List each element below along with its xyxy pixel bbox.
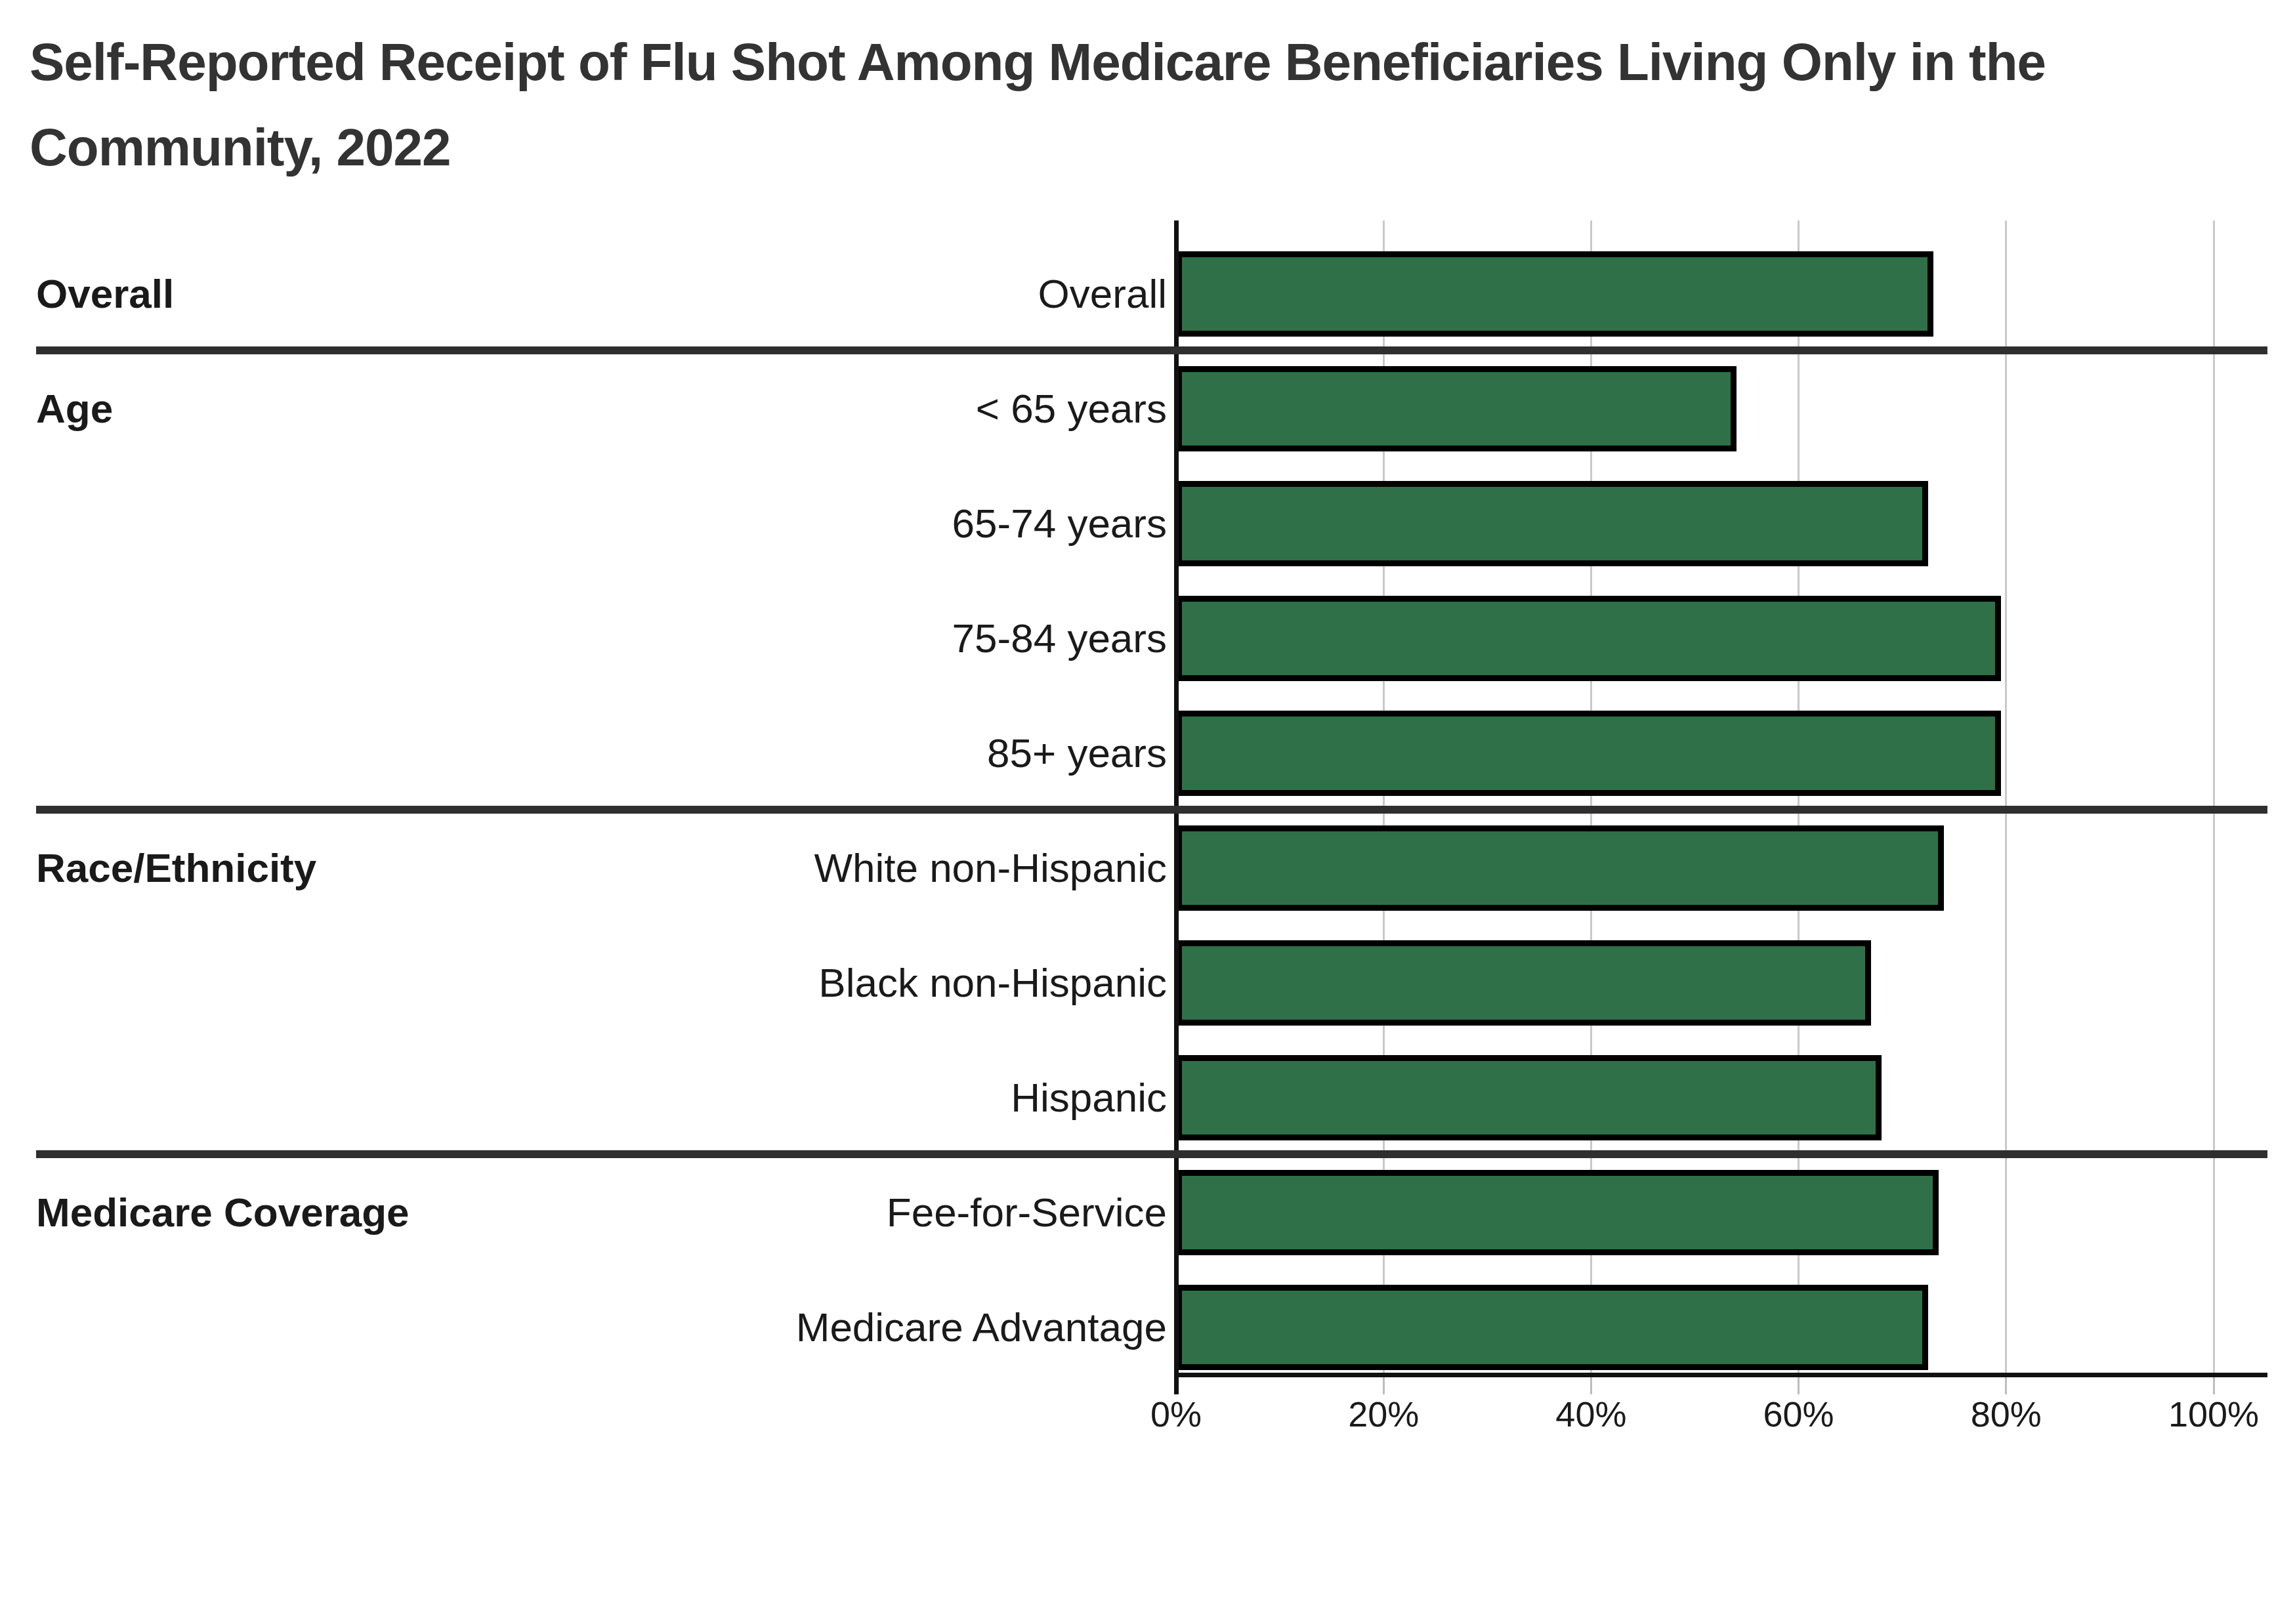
row-label: Black non-Hispanic: [576, 940, 1167, 1026]
section-divider-1: [36, 806, 2267, 814]
x-axis-line: [1176, 1373, 2267, 1377]
x-axis-tick-60: [1798, 1377, 1800, 1394]
x-axis-tick-label-40: 40%: [1525, 1394, 1656, 1434]
x-axis-tick-label-60: 60%: [1733, 1394, 1864, 1434]
flu-shot-bar-chart: Self-Reported Receipt of Flu Shot Among …: [0, 0, 2274, 1624]
row-label: Hispanic: [576, 1055, 1167, 1140]
row-label: 85+ years: [576, 711, 1167, 796]
x-axis-tick-100: [2213, 1377, 2215, 1394]
bar: [1176, 596, 2001, 681]
bar: [1176, 940, 1871, 1026]
bar: [1176, 711, 2001, 796]
section-label-0: Overall: [36, 251, 561, 337]
bar: [1176, 1170, 1939, 1255]
bar: [1176, 366, 1737, 451]
row-label: 65-74 years: [576, 481, 1167, 566]
gridline-100: [2213, 220, 2215, 1373]
row-label: White non-Hispanic: [576, 825, 1167, 911]
plot-area: [1176, 220, 2214, 1373]
x-axis-tick-40: [1590, 1377, 1592, 1394]
bar: [1176, 1285, 1928, 1370]
x-axis-tick-20: [1383, 1377, 1385, 1394]
x-axis-tick-label-100: 100%: [2148, 1394, 2274, 1434]
row-label: Overall: [576, 251, 1167, 337]
bar: [1176, 825, 1944, 911]
section-label-2: Race/Ethnicity: [36, 825, 561, 911]
row-label: 75-84 years: [576, 596, 1167, 681]
bar: [1176, 251, 1933, 337]
x-axis-tick-label-80: 80%: [1941, 1394, 2072, 1434]
row-label: Fee-for-Service: [576, 1170, 1167, 1255]
bar: [1176, 481, 1928, 566]
chart-title-line-2: Community, 2022: [30, 105, 2248, 190]
section-label-3: Medicare Coverage: [36, 1170, 561, 1255]
section-divider-0: [36, 346, 2267, 354]
x-axis-tick-label-0: 0%: [1110, 1394, 1242, 1434]
gridline-80: [2005, 220, 2007, 1373]
chart-title: Self-Reported Receipt of Flu Shot Among …: [30, 20, 2248, 190]
x-axis-tick-80: [2005, 1377, 2007, 1394]
row-label: < 65 years: [576, 366, 1167, 451]
section-divider-2: [36, 1150, 2267, 1158]
chart-title-line-1: Self-Reported Receipt of Flu Shot Among …: [30, 20, 2248, 105]
section-label-1: Age: [36, 366, 561, 451]
row-label: Medicare Advantage: [576, 1285, 1167, 1370]
x-axis-tick-label-20: 20%: [1318, 1394, 1449, 1434]
bar: [1176, 1055, 1882, 1140]
